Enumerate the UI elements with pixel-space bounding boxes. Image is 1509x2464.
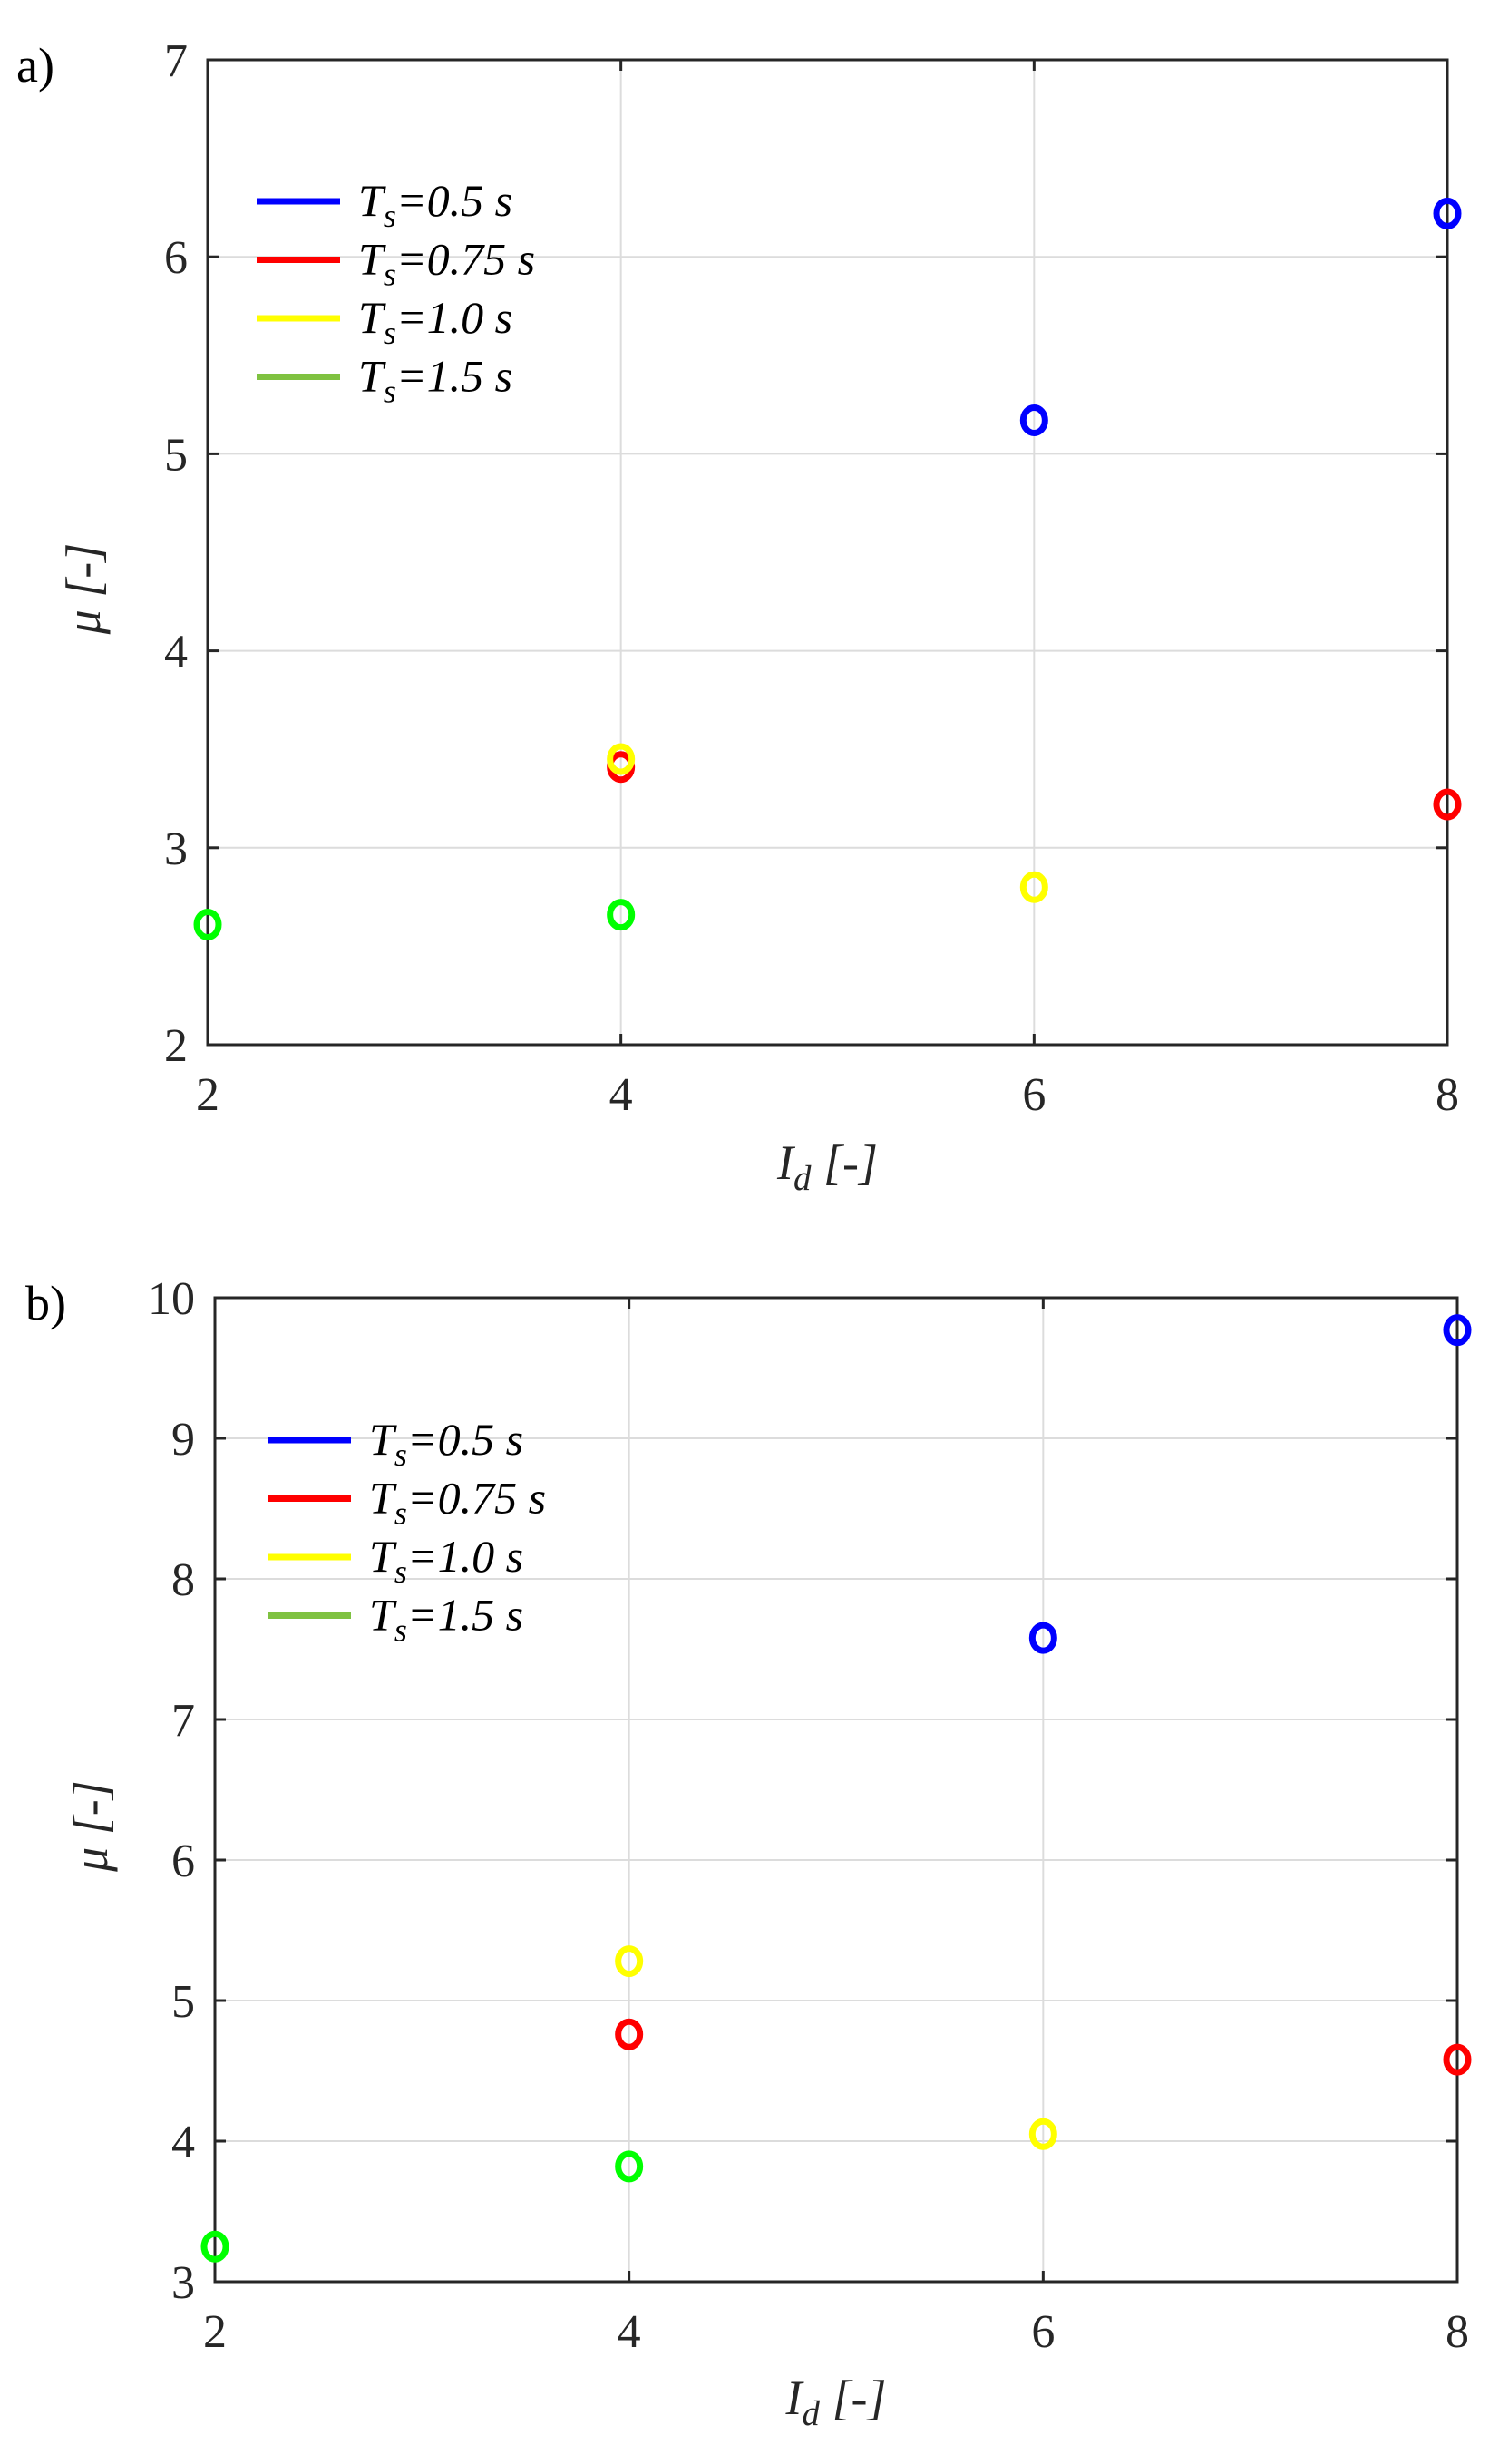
y-tick-label: 2 xyxy=(164,1020,188,1072)
y-axis-label: μ [-] xyxy=(63,1780,118,1873)
legend-label: Ts=0.75 s xyxy=(369,1473,546,1532)
x-tick-label: 8 xyxy=(1436,1069,1459,1121)
legend-label-symbol: T xyxy=(358,234,386,285)
y-tick-label: 4 xyxy=(164,627,188,678)
data-point xyxy=(193,909,222,941)
legend-label-value: =0.5 s xyxy=(407,1414,523,1465)
axes-box xyxy=(206,58,1449,1047)
y-tick-label: 7 xyxy=(171,1695,195,1747)
data-point xyxy=(615,2150,644,2183)
x-axis-label-symbol: I xyxy=(776,1135,796,1190)
data-point xyxy=(607,899,636,931)
legend-label-value: =0.75 s xyxy=(396,234,535,285)
y-tick-label: 9 xyxy=(171,1414,195,1466)
series-3 xyxy=(193,899,636,941)
legend-label-subscript: s xyxy=(394,1553,407,1590)
x-axis-label: Id [-] xyxy=(785,2371,887,2433)
panel-label: a) xyxy=(16,38,54,93)
x-tick-label: 2 xyxy=(196,1069,219,1121)
data-point xyxy=(1019,871,1048,903)
legend-label-subscript: s xyxy=(384,257,396,293)
y-tick-label: 3 xyxy=(171,2257,195,2309)
legend-label-value: =1.5 s xyxy=(407,1590,523,1641)
y-tick-label: 6 xyxy=(164,232,188,284)
legend-label-value: =1.0 s xyxy=(396,292,512,343)
x-tick-label: 6 xyxy=(1022,1069,1046,1121)
data-point xyxy=(1433,197,1462,229)
series-3 xyxy=(200,2150,644,2263)
x-tick-label: 4 xyxy=(609,1069,633,1121)
legend-label: Ts=1.5 s xyxy=(369,1590,523,1649)
legend-label-subscript: s xyxy=(394,1612,407,1649)
panel-label: b) xyxy=(25,1276,66,1330)
legend-label-value: =0.75 s xyxy=(407,1473,546,1524)
data-point xyxy=(200,2230,229,2263)
data-point xyxy=(615,1945,644,1978)
legend-label-symbol: T xyxy=(358,351,386,402)
legend: Ts=0.5 sTs=0.75 sTs=1.0 sTs=1.5 s xyxy=(268,1414,546,1649)
x-tick-label: 2 xyxy=(203,2306,227,2358)
legend-label-symbol: T xyxy=(358,292,386,343)
legend-label-subscript: s xyxy=(384,198,396,234)
legend-label: Ts=0.75 s xyxy=(358,234,535,293)
legend: Ts=0.5 sTs=0.75 sTs=1.0 sTs=1.5 s xyxy=(257,175,535,410)
legend-label: Ts=0.5 s xyxy=(369,1414,523,1473)
y-tick-label: 5 xyxy=(171,1976,195,2028)
x-axis-label-subscript: d xyxy=(793,1159,812,1198)
y-tick-label: 7 xyxy=(164,35,188,87)
y-tick-label: 4 xyxy=(171,2117,195,2168)
data-point xyxy=(1443,2043,1472,2076)
series-0 xyxy=(1028,1314,1472,1654)
legend-label: Ts=1.5 s xyxy=(358,351,512,410)
legend-label-subscript: s xyxy=(384,374,396,410)
data-point xyxy=(1433,788,1462,821)
legend-label-value: =0.5 s xyxy=(396,175,512,226)
data-point xyxy=(607,743,636,775)
x-axis-label: Id [-] xyxy=(776,1135,878,1198)
legend-label-subscript: s xyxy=(394,1495,407,1532)
y-tick-label: 3 xyxy=(164,823,188,875)
x-axis-label-symbol: I xyxy=(785,2371,805,2425)
data-point xyxy=(615,2018,644,2050)
legend-label-symbol: T xyxy=(369,1531,397,1582)
x-axis-label-value: [-] xyxy=(820,2371,887,2425)
series-2 xyxy=(615,1945,1057,2150)
legend-label-value: =1.5 s xyxy=(396,351,512,402)
y-tick-label: 5 xyxy=(164,429,188,481)
data-point xyxy=(1443,1314,1472,1347)
legend-label: Ts=1.0 s xyxy=(358,292,512,351)
legend-label: Ts=0.5 s xyxy=(358,175,512,234)
data-point xyxy=(1028,2118,1057,2150)
legend-label-symbol: T xyxy=(358,175,386,226)
data-point xyxy=(1028,1622,1057,1654)
legend-label: Ts=1.0 s xyxy=(369,1531,523,1590)
y-tick-label: 6 xyxy=(171,1836,195,1887)
series-1 xyxy=(615,2018,1472,2076)
legend-label-symbol: T xyxy=(369,1590,397,1641)
y-tick-label: 10 xyxy=(148,1273,195,1325)
legend-label-symbol: T xyxy=(369,1414,397,1465)
legend-label-subscript: s xyxy=(394,1437,407,1473)
y-axis-label: μ [-] xyxy=(56,543,111,636)
x-tick-label: 6 xyxy=(1031,2306,1055,2358)
x-axis-label-subscript: d xyxy=(803,2394,821,2433)
axes-box xyxy=(213,1296,1459,2284)
series-2 xyxy=(607,743,1048,903)
x-tick-label: 8 xyxy=(1446,2306,1469,2358)
y-tick-label: 8 xyxy=(171,1554,195,1606)
data-point xyxy=(1019,404,1048,436)
x-tick-label: 4 xyxy=(618,2306,641,2358)
legend-label-symbol: T xyxy=(369,1473,397,1524)
x-axis-label-value: [-] xyxy=(811,1135,878,1190)
series-0 xyxy=(1019,197,1462,436)
legend-label-subscript: s xyxy=(384,315,396,351)
legend-label-value: =1.0 s xyxy=(407,1531,523,1582)
